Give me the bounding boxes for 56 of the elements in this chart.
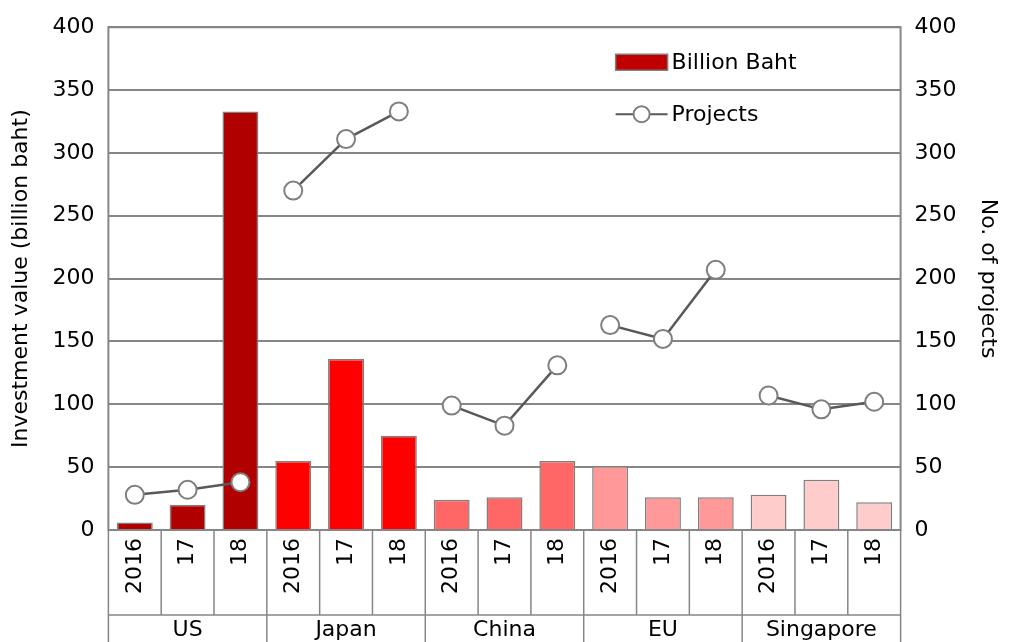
- y2-tick-label: 150: [914, 327, 957, 353]
- y2-axis-title: No. of projects: [977, 198, 1003, 359]
- y-tick-label: 100: [52, 390, 95, 416]
- point: [230, 472, 251, 493]
- y-tick-label: 300: [52, 138, 95, 164]
- text: Singapore: [765, 616, 877, 642]
- point: [124, 484, 145, 505]
- y-tick-label: 250: [52, 201, 95, 227]
- point: [652, 328, 673, 349]
- y-tick-label: 400: [52, 12, 95, 38]
- point: [758, 385, 779, 406]
- point: [864, 391, 885, 412]
- y-tick-label: 50: [66, 452, 95, 478]
- y-tick-label: 150: [52, 327, 95, 353]
- y-tick-label: 200: [52, 264, 95, 290]
- point: [547, 355, 568, 376]
- text: Japan: [313, 616, 377, 642]
- y2-tick-label: 400: [914, 12, 957, 38]
- x-tick-label: 17: [173, 538, 199, 567]
- x-tick-label: 2016: [754, 538, 780, 595]
- y2-tick-label: 100: [914, 390, 957, 416]
- y-tick-label: 0: [80, 515, 95, 541]
- legend-label: Projects: [671, 100, 759, 126]
- x-tick-label: 2016: [437, 538, 463, 595]
- y2-tick-label: 50: [914, 452, 943, 478]
- text: EU: [647, 616, 678, 642]
- x-tick-label: 17: [807, 538, 833, 567]
- point: [283, 180, 304, 201]
- y2-tick-label: 250: [914, 201, 957, 227]
- x-tick-label: 2016: [278, 538, 304, 595]
- x-tick-label: 2016: [595, 538, 621, 595]
- x-tick-label: 18: [859, 538, 885, 567]
- x-tick-label: 18: [226, 538, 252, 567]
- point: [336, 129, 357, 150]
- point: [388, 101, 409, 122]
- x-tick-label: 2016: [120, 538, 146, 595]
- x-tick-label: 17: [331, 538, 357, 567]
- y-axis-title: Investment value (billion baht): [6, 109, 32, 448]
- point: [811, 399, 832, 420]
- point: [177, 479, 198, 500]
- point: [441, 395, 462, 416]
- y2-tick-label: 200: [914, 264, 957, 290]
- point: [600, 315, 621, 336]
- x-tick-label: 17: [648, 538, 674, 567]
- text: US: [172, 616, 203, 642]
- x-tick-label: 18: [701, 538, 727, 567]
- y-tick-label: 350: [52, 75, 95, 101]
- y2-tick-label: 350: [914, 75, 957, 101]
- y2-tick-label: 300: [914, 138, 957, 164]
- x-tick-label: 18: [543, 538, 569, 567]
- legend-label: Billion Baht: [671, 48, 798, 74]
- x-tick-label: 18: [384, 538, 410, 567]
- point: [494, 415, 515, 436]
- y2-tick-label: 0: [914, 515, 929, 541]
- x-tick-label: 17: [490, 538, 516, 567]
- text: China: [473, 616, 536, 642]
